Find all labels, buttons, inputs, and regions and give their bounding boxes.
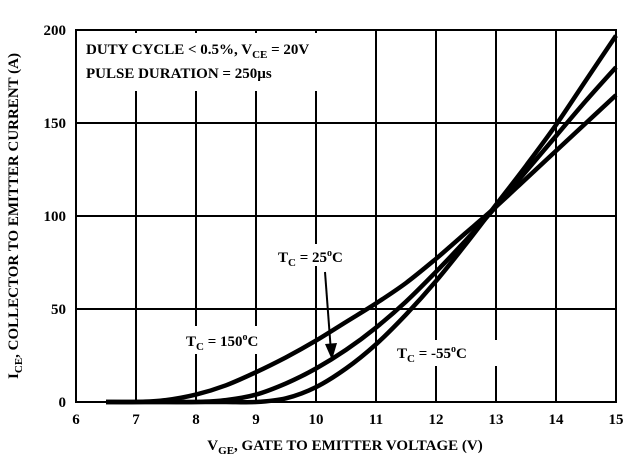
x-tick-labels: 6 7 8 9 10 11 12 13 14 15 — [72, 412, 623, 428]
series-label-25c: TC = 25oC — [278, 248, 343, 269]
label-arrow-head — [325, 343, 337, 360]
x-tick-label-2: 8 — [192, 412, 200, 428]
annotation-box — [80, 33, 372, 91]
x-tick-label-6: 12 — [429, 412, 444, 428]
label-bg-25c — [274, 244, 368, 266]
y-tick-labels: 0 50 100 150 200 — [44, 23, 67, 411]
curve-minus55c — [106, 34, 618, 405]
curves — [105, 34, 618, 405]
y-tick-label-3: 150 — [44, 116, 67, 132]
label-arrow-shaft — [324, 271, 332, 353]
y-tick-label-4: 200 — [44, 23, 67, 39]
y-tick-label-2: 100 — [44, 209, 67, 225]
x-tick-label-0: 6 — [72, 412, 80, 428]
y-tick-label-1: 50 — [51, 302, 66, 318]
x-tick-label-3: 9 — [252, 412, 260, 428]
x-tick-label-5: 11 — [369, 412, 383, 428]
x-axis-title: VGE, GATE TO EMITTER VOLTAGE (V) — [207, 438, 482, 457]
curve-150c — [105, 93, 618, 405]
label-bg-150c — [182, 326, 286, 354]
note-pulse-duration: PULSE DURATION = 250µs — [86, 66, 272, 82]
y-tick-label-0: 0 — [59, 395, 67, 411]
note-duty-cycle: DUTY CYCLE < 0.5%, VCE = 20V — [86, 42, 309, 61]
label-bg-minus55c — [393, 340, 497, 366]
x-tick-label-8: 14 — [549, 412, 565, 428]
y-axis-title: ICE, COLLECTOR TO EMITTER CURRENT (A) — [6, 53, 25, 379]
x-tick-label-4: 10 — [309, 412, 324, 428]
series-label-minus55c: TC = -55oC — [397, 344, 467, 365]
series-label-150c: TC = 150oC — [186, 332, 258, 353]
x-tick-label-9: 15 — [609, 412, 624, 428]
x-tick-label-1: 7 — [132, 412, 140, 428]
x-tick-label-7: 13 — [489, 412, 504, 428]
